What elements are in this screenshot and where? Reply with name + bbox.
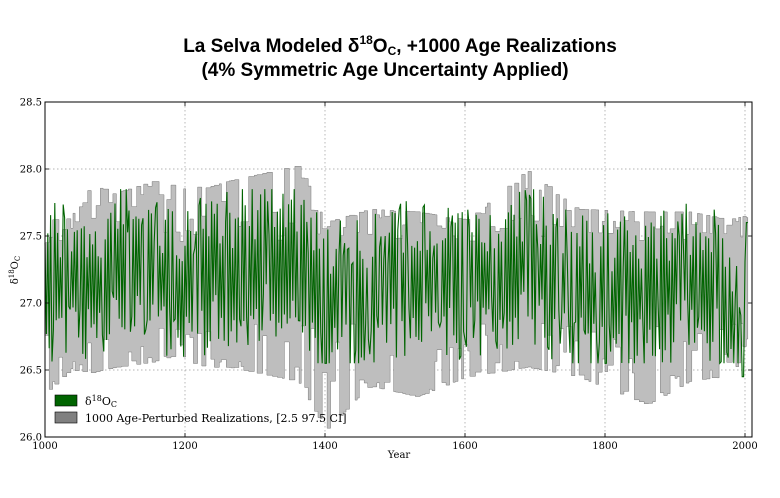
ci-band-layer: [44, 166, 749, 429]
x-tick-label: 1800: [592, 441, 617, 452]
x-tick-label: 1400: [312, 441, 337, 452]
y-tick-label: 28.0: [20, 165, 42, 176]
ci-band-area: [44, 166, 749, 429]
y-tick-label: 27.0: [20, 299, 42, 310]
legend-label-series: δ18OC: [85, 394, 117, 409]
plot-frame: [44, 101, 753, 438]
x-tick-label: 1000: [32, 441, 57, 452]
y-tick-label: 26.5: [20, 366, 42, 377]
y-axis-label: δ18OC: [8, 256, 22, 285]
series-line-d18oc: [44, 189, 748, 378]
y-tick-label: 26.0: [20, 433, 42, 444]
legend-label-band: 1000 Age-Perturbed Realizations, [2.5 97…: [85, 412, 347, 425]
axis-ticks: 1000 1200 1400 1600 1800 2000 26.0 26.5 27.0 27.5…: [20, 98, 758, 453]
legend: δ18OC 1000 Age-Perturbed Realizations, […: [54, 394, 347, 425]
series-line-layer: [44, 189, 748, 378]
chart-title: La Selva Modeled δ18OC, +1000 Age Realiz…: [183, 33, 617, 58]
x-tick-label: 1200: [172, 441, 197, 452]
chart-subtitle: (4% Symmetric Age Uncertainty Applied): [201, 60, 568, 81]
x-tick-label: 2000: [732, 441, 757, 452]
legend-swatch-band: [54, 411, 78, 424]
y-tick-label: 28.5: [20, 98, 42, 109]
legend-swatch-series: [54, 394, 78, 407]
x-axis-label: Year: [387, 450, 411, 461]
y-tick-label: 27.5: [20, 232, 42, 243]
x-tick-label: 1600: [452, 441, 477, 452]
